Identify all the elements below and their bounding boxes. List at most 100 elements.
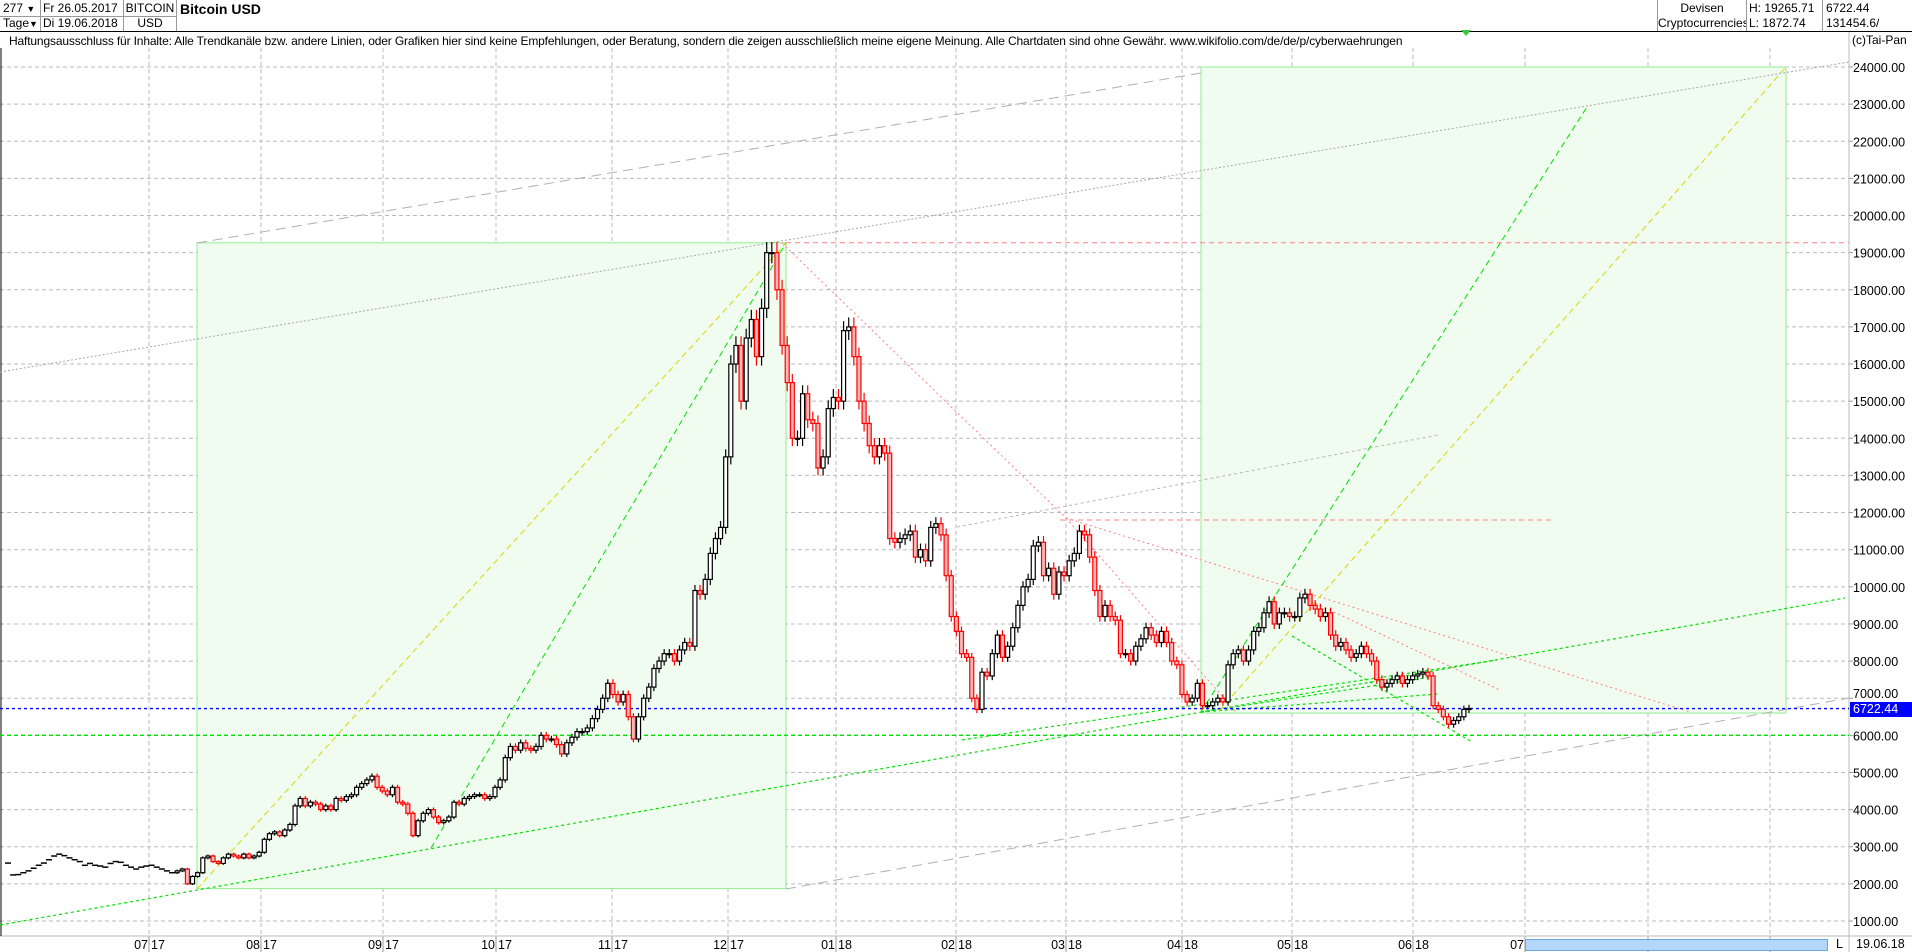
copyright-label: (c)Tai-Pan: [1852, 33, 1907, 47]
y-tick-label: 18000.00: [1853, 284, 1905, 298]
candle-up: [415, 820, 421, 837]
last-price-label: 6722.44: [1850, 702, 1912, 717]
candle-up: [359, 783, 365, 788]
candle-down: [964, 653, 970, 658]
candle-down: [400, 801, 406, 805]
candle-up: [707, 552, 713, 580]
y-tick-label: 2000.00: [1853, 878, 1898, 892]
candle-down: [379, 786, 385, 792]
candle-up: [1204, 705, 1211, 708]
candle-up: [1302, 593, 1308, 599]
candle-down: [1445, 716, 1452, 725]
candle-down: [1081, 530, 1088, 536]
candle-down: [1040, 541, 1047, 577]
candle-up: [241, 853, 247, 859]
candle-up: [1230, 653, 1236, 666]
end-date[interactable]: Di 19.06.2018: [43, 16, 118, 30]
y-tick-label: 23000.00: [1853, 98, 1905, 112]
candle-up: [1020, 586, 1026, 606]
candle-up: [743, 337, 749, 402]
candle-down: [456, 801, 462, 805]
green-triangle-marker-icon[interactable]: [1461, 30, 1471, 36]
candle-down: [338, 797, 344, 801]
candle-up: [1466, 707, 1472, 711]
candle-up: [564, 742, 570, 755]
candle-down: [374, 775, 380, 788]
candle-up: [497, 779, 503, 788]
candle-up: [1461, 708, 1467, 718]
candle-down: [1169, 641, 1175, 662]
x-tick-year: 18: [1184, 938, 1198, 952]
candle-up: [507, 745, 513, 759]
x-tick-year: 17: [730, 938, 744, 952]
candle-up: [518, 742, 524, 751]
candle-up: [794, 437, 801, 440]
x-tick-month: 11: [598, 938, 611, 952]
candle-up: [348, 794, 355, 798]
candle-up: [466, 796, 472, 800]
y-tick-label: 9000.00: [1853, 618, 1898, 632]
candle-down: [671, 653, 678, 662]
candle-up: [1261, 612, 1267, 629]
high-value: H: 19265.71: [1749, 1, 1815, 15]
fan-line-yellow-1: [196, 242, 787, 890]
candle-down: [1112, 615, 1118, 621]
x-tick-month: 07: [1510, 938, 1524, 952]
x-tick-month: 12: [713, 938, 727, 952]
candle-up: [205, 855, 211, 859]
candle-up: [1415, 673, 1421, 677]
candle-down: [277, 831, 283, 837]
candle-down: [697, 589, 703, 595]
candle-up: [287, 823, 293, 831]
candle-down: [958, 630, 965, 655]
bar-count-dropdown[interactable]: 277 ▼: [3, 1, 40, 17]
candle-up: [1158, 630, 1165, 644]
candle-up: [271, 831, 278, 835]
candle-down: [1240, 649, 1247, 662]
candle-down: [246, 853, 252, 859]
fan-line-green-1: [430, 242, 787, 849]
candle-up: [189, 875, 196, 885]
candle-up: [1410, 675, 1416, 681]
candle-down: [815, 422, 821, 469]
channel-line-dotted: [0, 61, 1850, 373]
candle-up: [477, 794, 483, 797]
x-tick-month: 03: [1051, 938, 1065, 952]
candle-up: [723, 456, 729, 529]
time-scrollbar[interactable]: [1525, 939, 1828, 951]
candle-up: [594, 708, 601, 720]
resistance-trendline-4: [1301, 596, 1501, 691]
candle-down: [1368, 653, 1375, 662]
period-dropdown[interactable]: Tage▼: [3, 16, 40, 32]
candle-down: [1128, 653, 1134, 662]
candle-down: [1425, 671, 1431, 677]
y-tick-label: 22000.00: [1853, 135, 1905, 149]
candle-up: [179, 868, 185, 872]
symbol-line1: BITCOIN: [125, 1, 175, 15]
y-tick-label: 7000.00: [1853, 687, 1898, 701]
x-tick-year: 17: [151, 938, 165, 952]
candle-up: [994, 634, 1000, 655]
candle-up: [451, 801, 457, 818]
candle-up: [1076, 530, 1083, 555]
candle-up: [728, 363, 734, 458]
candle-down: [753, 318, 760, 358]
candle-up: [620, 693, 626, 703]
candle-up: [1245, 649, 1252, 662]
x-axis-end-date: 19.06.18: [1856, 937, 1905, 951]
candle-up: [1358, 645, 1364, 655]
candle-up: [266, 833, 273, 840]
candle-down: [1184, 693, 1190, 703]
y-tick-label: 8000.00: [1853, 655, 1898, 669]
candle-up: [917, 549, 924, 558]
candle-up: [799, 393, 806, 439]
x-axis-end-label[interactable]: L: [1836, 937, 1843, 951]
candle-up: [1235, 649, 1241, 655]
start-date[interactable]: Fr 26.05.2017: [43, 1, 118, 15]
chevron-down-icon: ▼: [29, 19, 38, 29]
candle-down: [523, 742, 529, 749]
candle-down: [610, 682, 616, 696]
candle-up: [928, 526, 934, 562]
candle-up: [343, 796, 349, 801]
y-tick-label: 20000.00: [1853, 210, 1905, 224]
